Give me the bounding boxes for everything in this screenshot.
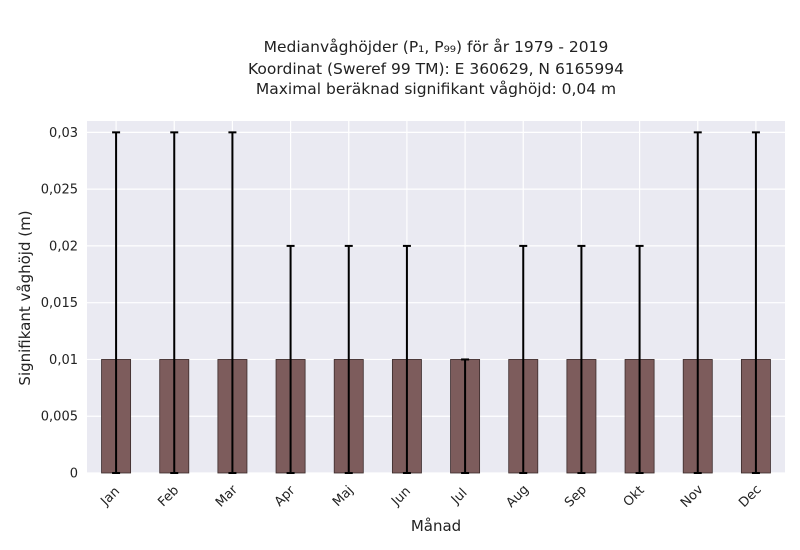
x-tick-label-apr: Apr xyxy=(272,483,299,510)
y-axis-label: Signifikant våghöjd (m) xyxy=(16,210,34,385)
error-bar-sep xyxy=(577,244,586,474)
title-line-1: Medianvåghöjder (P₁, P₉₉) för år 1979 - … xyxy=(264,38,609,56)
title-line-3: Maximal beräknad signifikant våghöjd: 0,… xyxy=(256,80,616,98)
error-bar-okt xyxy=(635,244,644,474)
plot-area xyxy=(87,121,785,473)
y-tick-label: 0,02 xyxy=(49,239,78,254)
x-tick-label-sep: Sep xyxy=(562,483,590,511)
error-bar-apr xyxy=(286,244,295,474)
x-tick-label-dec: Dec xyxy=(736,482,764,510)
x-tick-label-jan: Jan xyxy=(98,484,123,509)
y-tick-label: 0,01 xyxy=(49,353,78,368)
error-bar-maj xyxy=(344,244,353,474)
y-tick-labels: 0 0,005 0,01 0,015 0,02 0,025 0,03 xyxy=(41,126,78,482)
error-bar-jul xyxy=(461,358,470,474)
x-tick-label-nov: Nov xyxy=(678,482,707,511)
x-axis-label: Månad xyxy=(411,517,461,535)
y-tick-label: 0,005 xyxy=(41,410,78,425)
error-bar-feb xyxy=(170,131,179,474)
error-bar-jun xyxy=(402,244,411,474)
y-tick-label: 0 xyxy=(70,467,78,482)
x-tick-label-jun: Jun xyxy=(388,484,414,510)
x-tick-label-jul: Jul xyxy=(448,486,470,508)
x-tick-label-mar: Mar xyxy=(213,482,241,510)
error-bar-nov xyxy=(693,131,702,474)
error-bar-mar xyxy=(228,131,237,474)
y-tick-label: 0,015 xyxy=(41,296,78,311)
y-gridlines xyxy=(87,131,785,474)
error-bar-dec xyxy=(751,131,760,474)
y-tick-label: 0,025 xyxy=(41,183,78,198)
x-tick-labels: Jan Feb Mar Apr Maj Jun Jul Aug Sep Okt Nov Dec xyxy=(98,482,765,511)
x-tick-label-feb: Feb xyxy=(155,483,182,510)
error-bar-aug xyxy=(519,244,528,474)
x-tick-label-maj: Maj xyxy=(330,483,357,510)
error-bars xyxy=(112,131,760,474)
chart-title: Medianvåghöjder (P₁, P₉₉) för år 1979 - … xyxy=(248,38,624,98)
x-tick-label-okt: Okt xyxy=(621,483,648,510)
x-tick-label-aug: Aug xyxy=(503,482,532,511)
y-tick-label: 0,03 xyxy=(49,126,78,141)
title-line-2: Koordinat (Sweref 99 TM): E 360629, N 61… xyxy=(248,60,624,78)
error-bar-jan xyxy=(112,131,121,474)
